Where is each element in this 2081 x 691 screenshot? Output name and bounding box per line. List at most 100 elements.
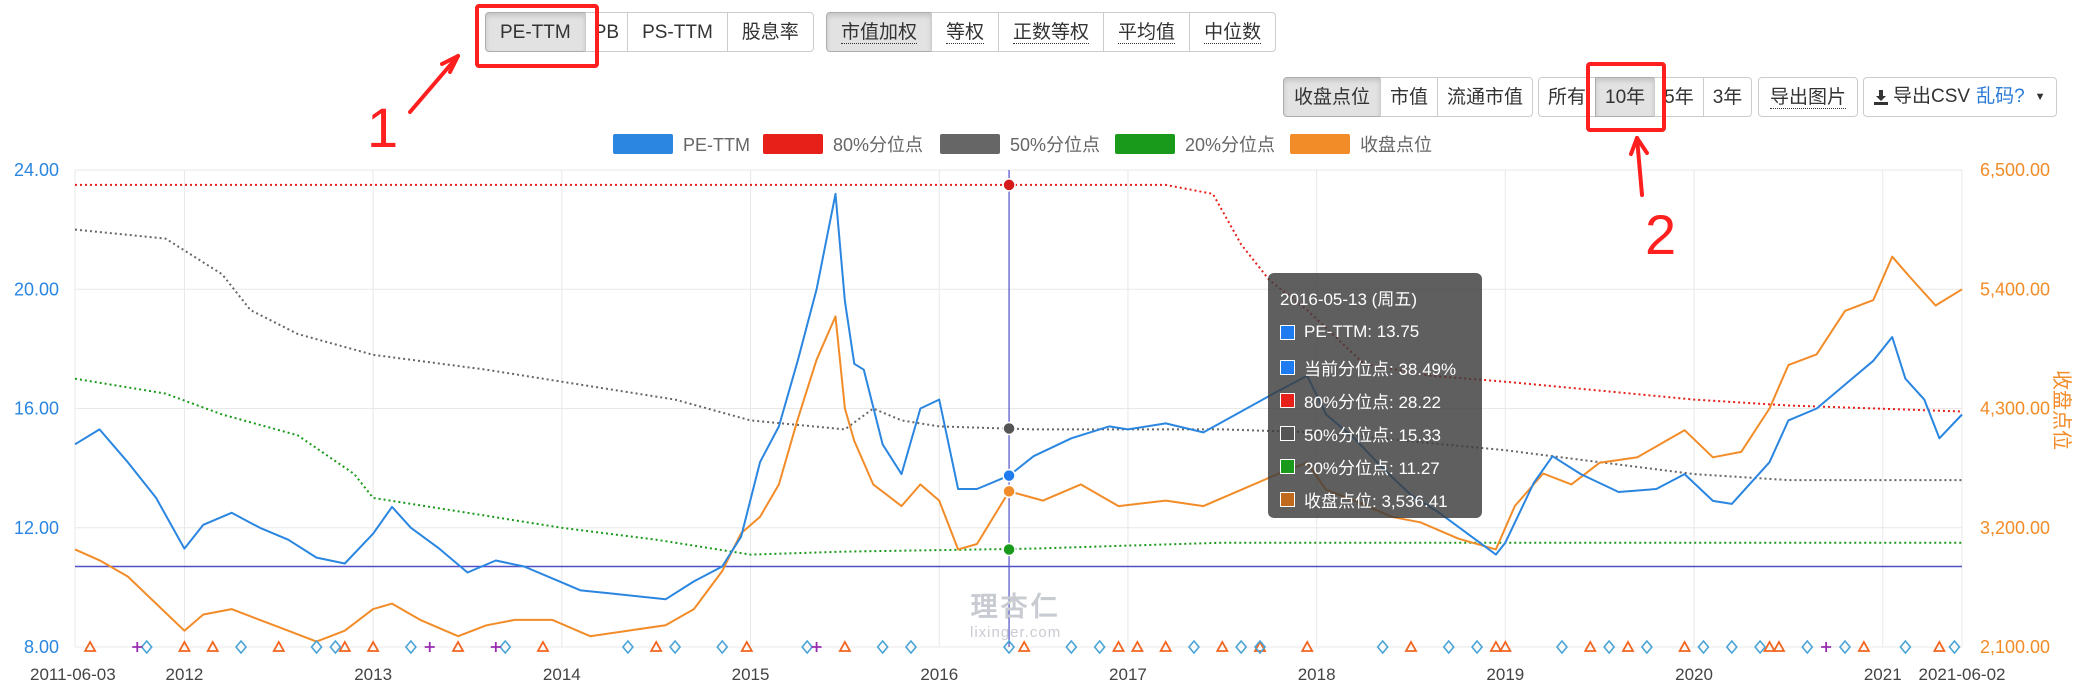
- event-marker-diamond: [801, 639, 814, 655]
- metric-tabs: PE-TTM PB PS-TTM 股息率: [485, 12, 814, 52]
- event-marker-diamond: [876, 639, 889, 655]
- legend-label: 50%分位点: [1010, 135, 1100, 155]
- annotation-arrow: [1635, 136, 1649, 155]
- annotation-arrow: [1629, 136, 1639, 156]
- event-marker-diamond: [1065, 639, 1078, 655]
- annotation-number-2: 2: [1645, 203, 1677, 266]
- tooltip-swatch: [1280, 324, 1295, 340]
- tab-float-market-cap[interactable]: 流通市值: [1437, 77, 1534, 117]
- event-marker-triangle: [1932, 640, 1946, 652]
- y-left-tick-label: 20.00: [14, 279, 59, 299]
- tab-pe-ttm[interactable]: PE-TTM: [485, 12, 586, 52]
- event-marker-diamond: [1948, 639, 1961, 655]
- legend-swatch: [613, 134, 673, 154]
- event-marker-diamond: [1838, 639, 1852, 655]
- tooltip-swatch: [1280, 360, 1295, 375]
- y-right-tick-label: 3,200.00: [1980, 518, 2050, 538]
- tab-ps-ttm[interactable]: PS-TTM: [627, 12, 728, 52]
- annotation-arrow: [408, 54, 460, 114]
- caret-down-icon[interactable]: ▼: [2034, 91, 2046, 103]
- tooltip-swatch: [1280, 393, 1295, 408]
- event-marker-triangle: [451, 640, 465, 652]
- event-marker-diamond: [1899, 639, 1912, 655]
- event-marker-triangle: [1215, 640, 1229, 652]
- series-line-20pct-percentile: [74, 377, 1962, 556]
- legend-label: 80%分位点: [833, 135, 923, 155]
- event-marker-triangle: [1253, 640, 1267, 652]
- garbled-link[interactable]: 乱码?: [1976, 86, 2025, 107]
- event-marker-diamond: [1555, 639, 1569, 655]
- annotation-arrow: [1635, 136, 1644, 197]
- tab-3-years[interactable]: 3年: [1702, 77, 1753, 117]
- tooltip-title: 2016-05-13 (周五): [1280, 290, 1418, 309]
- watermark-en: lixinger.com: [970, 624, 1062, 641]
- y-right-tick-label: 2,100.00: [1980, 637, 2050, 657]
- event-marker-triangle: [1300, 640, 1314, 652]
- weight-tabs: 市值加权 等权 正数等权 平均值 中位数: [826, 12, 1277, 52]
- event-marker-triangle: [1857, 640, 1871, 652]
- tab-equal-weight[interactable]: 等权: [931, 12, 1000, 52]
- event-marker-plus: [811, 642, 822, 652]
- event-marker-diamond: [1470, 639, 1484, 655]
- event-marker-triangle: [649, 640, 663, 652]
- event-marker-triangle: [177, 640, 191, 652]
- event-marker-triangle: [1489, 640, 1503, 652]
- event-marker-triangle: [1621, 640, 1635, 652]
- tooltip-row: 20%分位点: 11.27: [1280, 454, 1440, 479]
- event-marker-triangle: [338, 640, 352, 652]
- event-marker-diamond: [904, 639, 917, 655]
- crosshair-marker: [1002, 421, 1016, 436]
- crosshair-marker: [1002, 542, 1016, 557]
- y-right-tick-label: 4,300.00: [1980, 399, 2050, 419]
- event-marker-triangle: [206, 640, 220, 652]
- x-tick-label: 2019: [1486, 665, 1524, 684]
- series-line-pe-ttm: [74, 192, 1963, 601]
- export-csv-group: 导出CSV 乱码? ▼: [1863, 77, 2057, 117]
- event-marker-diamond: [1003, 639, 1016, 655]
- event-marker-triangle: [83, 640, 97, 652]
- legend-swatch: [763, 134, 823, 154]
- x-tick-label: 2016: [920, 665, 958, 684]
- event-marker-plus: [132, 642, 143, 652]
- event-marker-plus: [1821, 642, 1832, 652]
- x-tick-label: 2012: [166, 665, 204, 684]
- event-marker-diamond: [716, 639, 729, 655]
- tooltip-row: PE-TTM: 13.75: [1280, 322, 1419, 342]
- download-icon: [1874, 89, 1888, 105]
- export-image-button[interactable]: 导出图片: [1758, 77, 1859, 117]
- x-tick-label: 2011-06-03: [30, 665, 116, 684]
- tooltip-swatch: [1280, 492, 1295, 507]
- y-left-tick-label: 16.00: [14, 399, 59, 419]
- tab-pb[interactable]: PB: [584, 12, 629, 52]
- chart-tooltip: 2016-05-13 (周五) PE-TTM: 13.75 当前分位点: 38.…: [1268, 273, 1482, 518]
- event-marker-triangle: [1583, 640, 1597, 652]
- event-marker-triangle: [1772, 640, 1786, 652]
- event-marker-diamond: [1093, 639, 1106, 655]
- series-line-close-price: [74, 255, 1963, 643]
- event-marker-diamond: [669, 639, 682, 655]
- event-marker-diamond: [1754, 639, 1767, 655]
- x-tick-label: 2017: [1109, 665, 1147, 684]
- annotation-box-2: [1586, 62, 1666, 132]
- tooltip-row: 收盘点位: 3,536.41: [1280, 487, 1448, 512]
- tab-10-years[interactable]: 10年: [1595, 77, 1656, 117]
- crosshair-marker: [1002, 178, 1016, 192]
- export-csv-button[interactable]: 导出CSV 乱码? ▼: [1863, 77, 2057, 117]
- series-line-80pct-percentile: [75, 183, 1963, 413]
- y-left-tick-label: 12.00: [14, 518, 59, 538]
- event-marker-diamond: [329, 639, 342, 655]
- event-marker-triangle: [1498, 640, 1512, 652]
- tooltip-swatch: [1280, 459, 1295, 474]
- event-marker-triangle: [366, 640, 380, 652]
- event-marker-triangle: [1763, 640, 1777, 652]
- event-marker-diamond: [621, 639, 634, 655]
- watermark: 理杏仁 lixinger.com: [970, 585, 1061, 641]
- x-tick-label: 2013: [354, 665, 392, 684]
- tab-close-price[interactable]: 收盘点位: [1283, 77, 1382, 117]
- event-marker-plus: [490, 642, 501, 652]
- tab-dividend-yield[interactable]: 股息率: [726, 12, 814, 52]
- event-marker-plus: [424, 642, 435, 652]
- tab-median[interactable]: 中位数: [1189, 12, 1277, 52]
- y-left-tick-label: 8.00: [24, 637, 59, 657]
- y-left-tick-label: 24.00: [14, 160, 59, 180]
